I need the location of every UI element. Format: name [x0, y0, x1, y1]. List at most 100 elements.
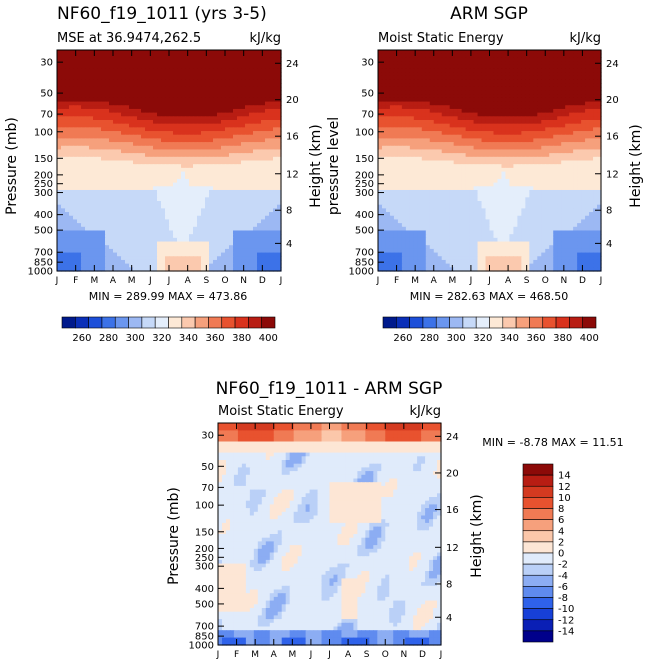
model-cell	[101, 252, 106, 257]
obs-cell	[593, 112, 598, 117]
model-cell	[249, 72, 254, 77]
obs-cell	[429, 119, 435, 125]
obs-cell	[393, 105, 399, 110]
obs-cell	[573, 119, 578, 125]
obs-cell	[393, 79, 399, 84]
obs-cell	[437, 75, 443, 81]
model-cell	[157, 86, 162, 92]
obs-cell	[417, 53, 423, 58]
model-cell	[201, 94, 206, 99]
obs-cell	[517, 108, 522, 114]
model-cell	[97, 149, 102, 154]
obs-cell	[473, 112, 479, 117]
model-cell	[89, 112, 94, 117]
model-colorbar: 260 280 300 320 340 360 380 400	[61, 316, 278, 344]
model-cell	[89, 204, 94, 209]
model-cell	[93, 119, 98, 125]
model-cell	[201, 263, 206, 268]
model-cell	[193, 101, 198, 106]
obs-cell	[529, 145, 534, 151]
model-cell	[153, 237, 158, 243]
model-cell	[149, 123, 154, 128]
obs-cell	[581, 86, 586, 92]
obs-cell	[457, 90, 463, 95]
model-cell	[237, 72, 242, 77]
model-cell	[129, 160, 134, 165]
model-cell	[277, 223, 282, 228]
model-cell	[221, 86, 226, 92]
model-cell	[181, 53, 186, 58]
model-cell	[117, 267, 122, 272]
model-month-label: J	[167, 276, 171, 286]
model-cell	[125, 105, 130, 110]
model-cell	[69, 263, 74, 268]
model-cell	[61, 256, 66, 261]
model-cell	[89, 248, 94, 254]
model-cell	[173, 204, 178, 209]
model-cell	[177, 105, 182, 110]
model-cell	[249, 105, 254, 110]
model-cell	[61, 86, 66, 92]
model-cell	[93, 197, 98, 202]
obs-cell	[461, 145, 467, 151]
model-cell	[97, 57, 102, 62]
obs-cell	[473, 134, 479, 139]
model-cell	[125, 134, 130, 139]
model-cell	[133, 153, 138, 158]
obs-cell	[477, 94, 483, 99]
obs-cell	[545, 75, 550, 81]
model-cell	[221, 223, 226, 228]
model-cell	[197, 156, 202, 162]
obs-cell	[393, 123, 399, 128]
model-cell	[93, 186, 98, 191]
obs-cell	[509, 83, 514, 88]
obs-cell	[449, 61, 455, 66]
model-cell	[173, 189, 178, 195]
model-cell	[257, 116, 262, 121]
model-cell	[81, 160, 86, 165]
obs-cell	[437, 119, 443, 125]
obs-cell	[525, 53, 530, 58]
obs-cell	[401, 61, 407, 66]
obs-cell	[453, 131, 459, 136]
obs-cell	[389, 68, 395, 73]
obs-cell	[409, 97, 415, 103]
model-cell	[177, 123, 182, 128]
model-cell	[133, 61, 138, 66]
model-cell	[129, 156, 134, 162]
model-cell	[261, 171, 266, 176]
obs-cell	[417, 90, 423, 95]
model-cell	[201, 61, 206, 66]
model-cell	[225, 182, 230, 187]
obs-cell	[497, 94, 503, 99]
model-cell	[241, 197, 246, 202]
model-cell	[245, 201, 250, 206]
obs-cell	[449, 94, 455, 99]
model-cell	[105, 252, 110, 257]
obs-cell	[529, 131, 534, 136]
model-cell	[97, 164, 102, 169]
model-cell	[89, 197, 94, 202]
model-cell	[177, 94, 182, 99]
model-cell	[229, 75, 234, 81]
model-cell	[125, 234, 130, 239]
obs-cell	[561, 116, 566, 121]
model-cell	[249, 116, 254, 121]
model-cell	[201, 131, 206, 136]
obs-cell	[525, 119, 530, 125]
model-cell	[85, 197, 90, 202]
cbar-model-label: 400	[259, 333, 278, 344]
model-cell	[233, 204, 238, 209]
obs-cell	[457, 57, 463, 62]
model-cell	[69, 90, 74, 95]
obs-cell	[457, 83, 463, 88]
model-cell	[157, 72, 162, 77]
model-cell	[189, 127, 194, 132]
obs-cell	[529, 83, 534, 88]
obs-cell	[397, 61, 403, 66]
obs-cell	[441, 72, 447, 77]
obs-cell	[553, 142, 558, 147]
cbar-model-label: 380	[232, 333, 251, 344]
obs-cell	[513, 90, 518, 95]
model-cell	[149, 230, 154, 235]
